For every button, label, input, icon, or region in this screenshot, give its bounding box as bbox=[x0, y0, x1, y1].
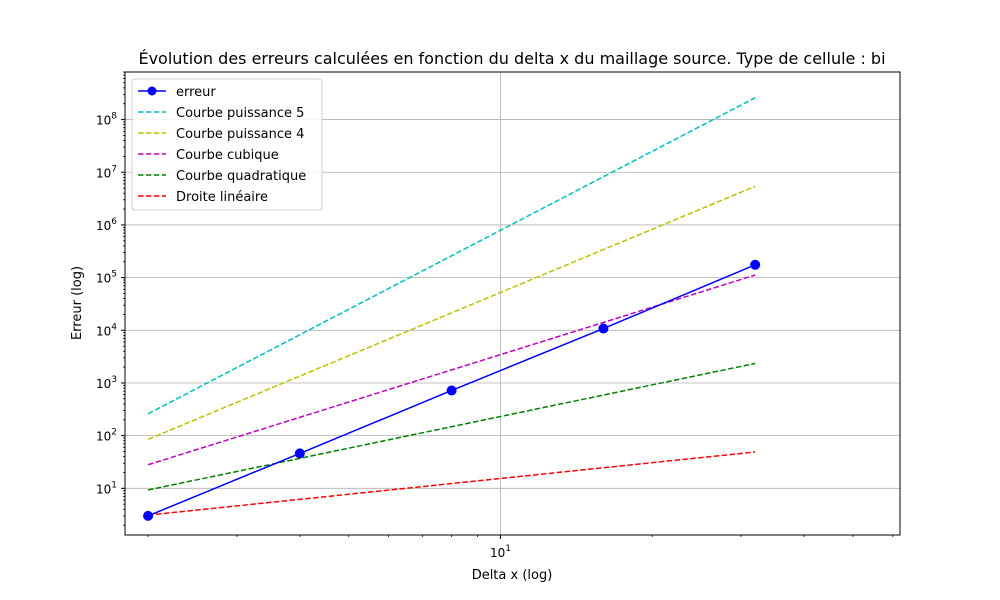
data-point bbox=[750, 259, 761, 270]
y-tick-label: 103 bbox=[96, 375, 117, 391]
legend-box bbox=[131, 78, 323, 211]
y-tick-label: 107 bbox=[96, 164, 117, 180]
series-line-courbe-puissance-4 bbox=[147, 185, 756, 441]
data-point bbox=[446, 385, 457, 396]
series-line-droite-lin-aire bbox=[147, 451, 756, 516]
x-tick-label: 101 bbox=[490, 544, 511, 560]
y-axis-label: Erreur (log) bbox=[70, 266, 85, 340]
series-line-courbe-puissance-5 bbox=[147, 97, 756, 415]
y-tick-label: 104 bbox=[96, 322, 117, 338]
x-axis-label: Delta x (log) bbox=[472, 568, 553, 583]
data-point bbox=[294, 448, 305, 459]
legend-label: Courbe puissance 4 bbox=[176, 127, 304, 142]
legend-label: Courbe quadratique bbox=[176, 169, 306, 184]
legend-label: erreur bbox=[176, 85, 216, 100]
chart-title: Évolution des erreurs calculées en fonct… bbox=[138, 49, 885, 68]
legend-label: Courbe puissance 5 bbox=[176, 106, 304, 121]
legend-label: Droite linéaire bbox=[176, 190, 268, 205]
data-point bbox=[598, 323, 609, 334]
legend-label: Courbe cubique bbox=[176, 148, 279, 163]
series-layer bbox=[143, 97, 761, 521]
series-line-courbe-quadratique bbox=[147, 362, 756, 491]
grid-layer bbox=[125, 72, 900, 535]
legend: erreur Courbe puissance 5 Courbe puissance… bbox=[131, 78, 323, 211]
y-tick-label: 101 bbox=[96, 480, 117, 496]
y-tick-label: 102 bbox=[96, 428, 117, 444]
y-tick-label: 106 bbox=[96, 217, 117, 233]
plot-frame bbox=[124, 71, 901, 536]
legend-marker bbox=[147, 86, 157, 96]
y-tick-label: 105 bbox=[96, 270, 117, 286]
data-point bbox=[143, 510, 154, 521]
tick-layer: 101 101 102 103 104 105 106 107 108 bbox=[96, 71, 894, 560]
y-tick-label: 108 bbox=[96, 112, 117, 128]
